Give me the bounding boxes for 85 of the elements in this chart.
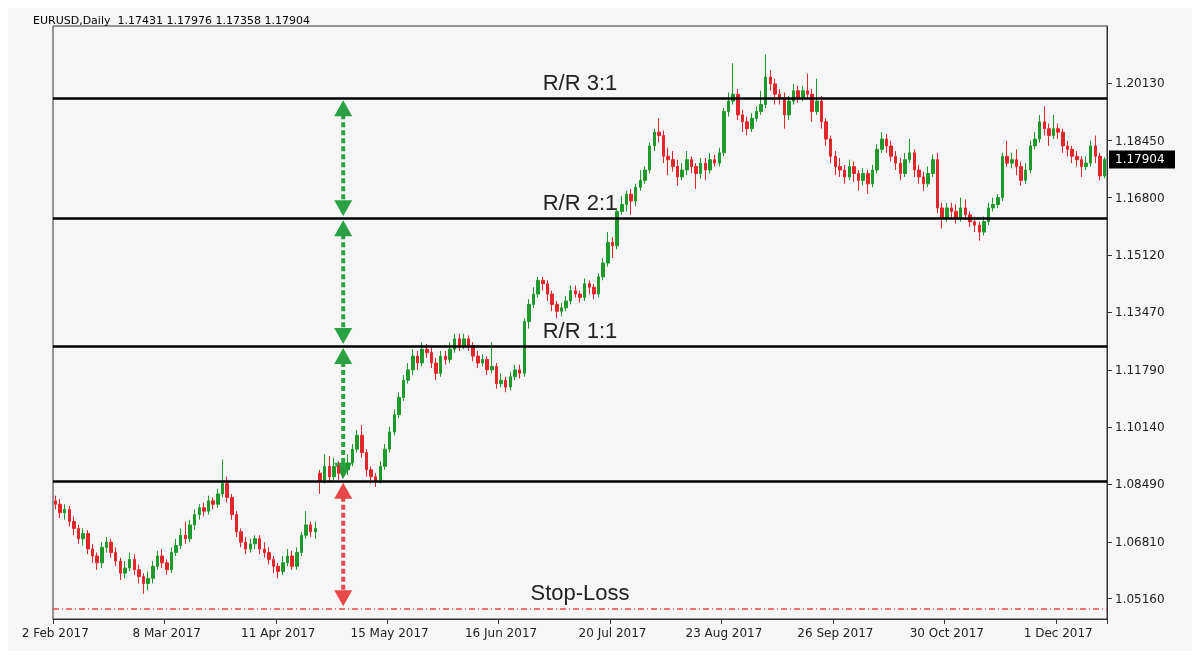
x-tick-label: 16 Jun 2017 [464, 626, 538, 640]
candlestick [309, 520, 312, 538]
candlestick [699, 157, 702, 180]
x-tick-label: 15 May 2017 [350, 626, 429, 640]
candlestick [708, 152, 712, 174]
candlestick [653, 128, 656, 152]
candlestick [258, 534, 261, 555]
candlestick [58, 498, 62, 519]
candlestick [458, 333, 461, 352]
ref-line-label: Stop-Loss [530, 579, 630, 605]
candlestick [1052, 114, 1055, 140]
y-tick-label: 1.13470 [1115, 305, 1165, 320]
candlestick [81, 527, 85, 547]
candlestick [583, 278, 586, 302]
candlestick [1010, 152, 1014, 169]
y-tick-label: 1.15120 [1115, 248, 1165, 263]
ref-line-label: R/R 1:1 [542, 317, 618, 343]
y-tick-label: 1.10140 [1115, 420, 1165, 435]
candlestick [592, 283, 596, 300]
candlestick [314, 520, 317, 540]
candlestick [211, 496, 215, 510]
candlestick [290, 550, 294, 571]
candlestick [100, 541, 104, 569]
candlestick [959, 197, 962, 223]
candlestick [704, 157, 707, 181]
candlestick [318, 469, 322, 495]
candlestick [495, 362, 498, 390]
candlestick [954, 203, 958, 224]
x-tick-label: 30 Oct 2017 [909, 626, 984, 640]
candlestick [796, 85, 800, 104]
candlestick [504, 376, 507, 393]
candlestick [337, 460, 340, 481]
candlestick [848, 159, 851, 181]
candlestick [439, 350, 442, 378]
x-tick-label: 1 Dec 2017 [1023, 626, 1093, 640]
candlestick [490, 341, 494, 374]
candlestick [518, 364, 521, 379]
candlestick [198, 503, 201, 521]
x-tick-label: 8 Mar 2017 [132, 626, 201, 640]
y-tick-label: 1.06810 [1115, 534, 1165, 549]
y-tick-label: 1.08490 [1115, 476, 1165, 491]
candlestick [783, 92, 786, 130]
candlestick [634, 183, 637, 207]
candlestick [978, 221, 981, 242]
candlestick [323, 453, 326, 485]
candlestick [499, 372, 503, 388]
y-tick-label: 1.05160 [1115, 591, 1165, 606]
candlestick [861, 167, 865, 187]
candlestick [444, 350, 447, 366]
x-tick-label: 20 Jul 2017 [578, 626, 647, 640]
ref-line-label: R/R 3:1 [542, 69, 618, 95]
candlestick [899, 157, 902, 181]
candlestick [481, 353, 484, 367]
candlestick [815, 78, 819, 116]
x-tick-label: 26 Sep 2017 [797, 626, 874, 640]
candlestick [713, 154, 716, 168]
candlestick [1024, 162, 1027, 185]
candlestick [467, 334, 470, 352]
candlestick [184, 520, 187, 545]
text: 1.17904 [1115, 151, 1165, 166]
candlestick [866, 169, 870, 195]
x-tick-label: 23 Aug 2017 [685, 626, 763, 640]
y-tick-label: 1.20130 [1115, 75, 1165, 90]
x-tick-label: 2 Feb 2017 [21, 626, 89, 640]
candlestick [629, 188, 633, 216]
y-tick-label: 1.11790 [1115, 363, 1165, 378]
candlestick [420, 341, 424, 367]
candlestick [416, 350, 419, 371]
x-tick-label: 11 Apr 2017 [241, 626, 316, 640]
candlestick [253, 534, 257, 550]
ref-line-label: R/R 2:1 [542, 189, 618, 215]
chart-title: EURUSD,Daily 1.17431 1.17976 1.17358 1.17904 [33, 14, 310, 27]
candlestick [328, 455, 331, 483]
candlestick [119, 557, 122, 581]
candlestick [207, 495, 210, 516]
candlestick [945, 202, 949, 223]
candlestick [332, 457, 336, 481]
candlestick [63, 503, 66, 521]
candlestick [1103, 156, 1106, 179]
candlestick [611, 236, 614, 259]
candlestick [202, 502, 206, 517]
candlestick [485, 355, 489, 376]
candlestick [1005, 140, 1009, 168]
y-tick-label: 1.18450 [1115, 133, 1165, 148]
y-tick-label: 1.16800 [1115, 190, 1165, 205]
